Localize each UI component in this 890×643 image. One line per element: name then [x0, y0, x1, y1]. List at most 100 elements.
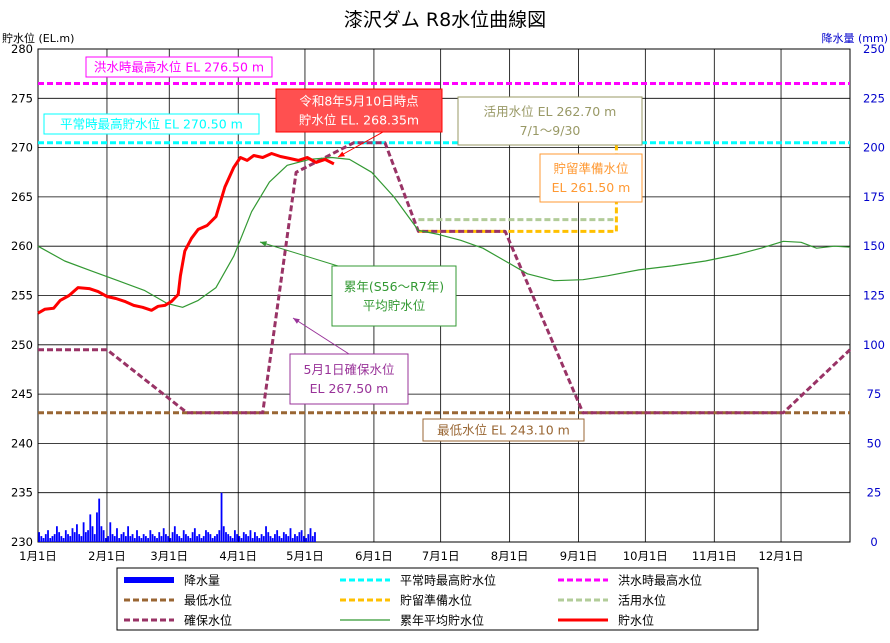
- precip-bar: [289, 528, 292, 542]
- annotation-text: 平常時最高貯水位 EL 270.50 m: [60, 117, 243, 132]
- callout-line: [259, 241, 339, 267]
- annotation-text: 活用水位 EL 262.70 m: [484, 104, 617, 119]
- precip-bar: [242, 532, 245, 542]
- x-tick-label: 2月1日: [88, 549, 126, 563]
- precip-bar: [211, 538, 214, 542]
- precip-bar: [56, 526, 58, 542]
- annotation-text: 平均貯水位: [363, 298, 426, 313]
- precip-bar: [236, 534, 239, 542]
- y-tick-label-left: 230: [11, 535, 33, 549]
- annotation-text: 7/1～9/30: [520, 123, 581, 138]
- precip-bar: [116, 528, 118, 542]
- precip-bar: [133, 538, 136, 542]
- precip-bar: [302, 536, 305, 542]
- precip-bar: [98, 498, 101, 542]
- legend-label: 洪水時最高水位: [618, 573, 702, 588]
- legend-label: 最低水位: [184, 593, 232, 608]
- legend-label: 貯留準備水位: [400, 593, 472, 608]
- precip-bar: [225, 532, 227, 542]
- precip-bar: [89, 514, 92, 542]
- annotation-text: 5月1日確保水位: [304, 362, 395, 377]
- chart-title: 漆沢ダム R8水位曲線図: [344, 9, 546, 31]
- x-tick-label: 9月1日: [560, 549, 598, 563]
- precip-bar: [285, 534, 287, 542]
- y-tick-label-left: 255: [11, 289, 33, 303]
- precip-bar: [278, 536, 281, 542]
- precip-bar: [189, 538, 192, 542]
- precip-bar: [182, 530, 185, 542]
- precip-bar: [91, 526, 94, 542]
- y-tick-label-left: 270: [11, 141, 33, 155]
- precip-bar: [87, 530, 89, 542]
- precip-bar: [311, 536, 314, 542]
- precip-bar: [82, 522, 85, 542]
- precipitation-bars: [38, 492, 316, 542]
- x-tick-label: 1月1日: [19, 549, 57, 563]
- precip-bar: [314, 532, 316, 542]
- precip-bar: [193, 528, 196, 542]
- legend-box: [116, 567, 759, 631]
- x-tick-label: 7月1日: [422, 549, 460, 563]
- precip-bar: [216, 534, 218, 542]
- precip-bar: [78, 534, 81, 542]
- annotation-box: [331, 265, 457, 327]
- precip-bar: [120, 534, 123, 542]
- x-tick-label: 8月1日: [491, 549, 529, 563]
- legend-label: 貯水位: [618, 613, 654, 628]
- y-tick-label-right: 25: [867, 486, 882, 500]
- precip-bar: [109, 522, 112, 542]
- annotation-box: [289, 353, 409, 405]
- precip-bar: [153, 536, 156, 542]
- y-tick-label-left: 265: [11, 190, 33, 204]
- precip-bar: [309, 528, 312, 542]
- y-tick-label-right: 175: [863, 190, 885, 204]
- axis-labels: 230 235 240 245 250 255 260 265 270 275 280 0 25 50 75…: [11, 42, 885, 563]
- precip-bar: [267, 532, 270, 542]
- precip-bar: [100, 526, 103, 542]
- precip-bar: [269, 536, 272, 542]
- precip-bar: [165, 534, 167, 542]
- y-tick-label-left: 280: [11, 42, 33, 56]
- y-tick-label-right: 250: [863, 42, 885, 56]
- callout-arrowhead: [293, 318, 300, 324]
- precip-bar: [69, 536, 72, 542]
- precip-bar: [51, 536, 54, 542]
- x-tick-label: 3月1日: [150, 549, 188, 563]
- y-tick-label-left: 240: [11, 436, 33, 450]
- precip-bar: [71, 528, 74, 542]
- y-axis-label-right: 降水量 (mm): [821, 31, 888, 45]
- precip-bar: [296, 536, 299, 542]
- precip-bar: [196, 536, 198, 542]
- precip-bar: [124, 536, 127, 542]
- precip-bar: [271, 538, 274, 542]
- series-line-累年平均貯水位: [37, 156, 851, 308]
- precip-bar: [256, 536, 259, 542]
- y-tick-label-right: 200: [863, 141, 885, 155]
- callout-line: [337, 131, 384, 158]
- precip-bar: [227, 534, 230, 542]
- precip-bar: [300, 530, 303, 542]
- precip-bar: [96, 512, 98, 542]
- precip-bar: [136, 530, 138, 542]
- precip-bar: [187, 536, 190, 542]
- legend-label: 活用水位: [618, 593, 666, 608]
- precip-bar: [280, 538, 283, 542]
- precip-bar: [38, 532, 41, 542]
- precip-bar: [249, 530, 252, 542]
- y-tick-label-right: 150: [863, 239, 885, 253]
- precip-bar: [205, 530, 207, 542]
- x-tick-label: 5月1日: [286, 549, 324, 563]
- precip-bar: [113, 536, 116, 542]
- precip-bar: [173, 526, 176, 542]
- precip-bar: [151, 534, 154, 542]
- precip-bar: [207, 532, 210, 542]
- precip-bar: [218, 530, 221, 542]
- precip-bar: [254, 532, 256, 542]
- precip-bar: [294, 534, 296, 542]
- annotation-box: [43, 113, 260, 135]
- precip-bar: [49, 538, 52, 542]
- precip-bar: [47, 530, 49, 542]
- callout-arrowhead: [338, 151, 345, 157]
